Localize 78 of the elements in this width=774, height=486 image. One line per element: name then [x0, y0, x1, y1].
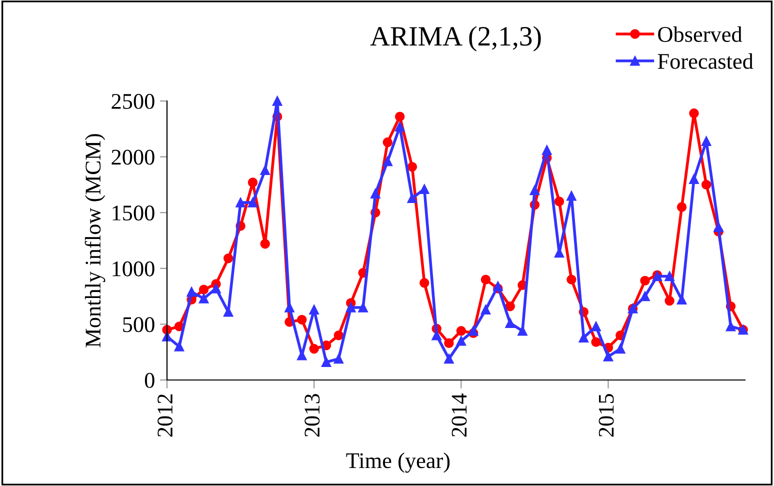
point	[186, 286, 196, 297]
x-axis-title: Time (year)	[346, 452, 450, 473]
point	[591, 337, 601, 347]
point	[578, 332, 589, 342]
point	[480, 304, 491, 315]
point	[518, 326, 528, 336]
y-axis-title: Monthly inflow (MCM)	[84, 134, 106, 348]
y-tick-label: 1000	[112, 261, 154, 276]
y-tick-label: 2500	[112, 94, 154, 109]
point	[297, 350, 307, 360]
point	[616, 344, 626, 354]
chart-title: ARIMA (2,1,3)	[370, 26, 541, 52]
point	[726, 322, 736, 332]
point	[260, 165, 270, 176]
y-tick-label: 1500	[112, 206, 154, 221]
point	[603, 352, 614, 362]
point	[714, 222, 724, 232]
x-tick-label: 2012	[158, 394, 173, 437]
point	[248, 178, 258, 188]
point	[444, 354, 454, 364]
point	[676, 202, 687, 212]
point	[480, 274, 491, 284]
point	[223, 253, 234, 264]
point	[260, 238, 270, 249]
point	[309, 304, 319, 315]
point	[309, 344, 319, 354]
point	[493, 281, 503, 292]
point	[321, 357, 332, 368]
point	[640, 291, 650, 302]
point	[248, 198, 258, 208]
point	[456, 326, 466, 336]
point	[554, 196, 564, 206]
point	[174, 342, 184, 352]
y-tick-label: 2000	[112, 150, 154, 165]
point	[358, 302, 368, 312]
point	[420, 184, 430, 194]
point	[211, 284, 221, 294]
point	[505, 301, 515, 312]
point	[689, 108, 699, 118]
point	[432, 330, 442, 340]
point	[689, 174, 699, 184]
point	[370, 188, 380, 198]
point	[382, 137, 392, 148]
point	[664, 271, 674, 282]
point	[284, 302, 294, 312]
point	[505, 318, 515, 328]
point	[198, 294, 209, 304]
point	[236, 198, 246, 208]
x-tick-label: 2013	[304, 394, 320, 437]
legend-label: Forecasted	[658, 53, 754, 69]
y-tick-label: 500	[123, 317, 154, 332]
point	[407, 162, 418, 172]
x-tick-label: 2014	[452, 394, 467, 437]
point	[566, 274, 576, 284]
point	[664, 296, 674, 306]
point	[394, 112, 405, 122]
point	[394, 122, 405, 132]
point	[640, 276, 650, 286]
point	[334, 330, 344, 340]
point	[407, 193, 418, 203]
x-tick-label: 2015	[598, 394, 614, 437]
point	[444, 338, 454, 348]
y-tick-label: 0	[144, 372, 154, 388]
point	[334, 354, 344, 364]
point	[382, 156, 392, 166]
point	[272, 96, 282, 106]
point	[542, 145, 552, 155]
legend-label: Observed	[658, 26, 742, 42]
point	[530, 185, 540, 196]
point	[701, 136, 712, 146]
point	[566, 191, 576, 201]
point	[701, 180, 712, 190]
point	[456, 336, 466, 346]
point	[420, 278, 430, 288]
point	[198, 284, 209, 294]
point	[591, 322, 601, 332]
point	[346, 302, 356, 312]
point	[297, 314, 307, 325]
